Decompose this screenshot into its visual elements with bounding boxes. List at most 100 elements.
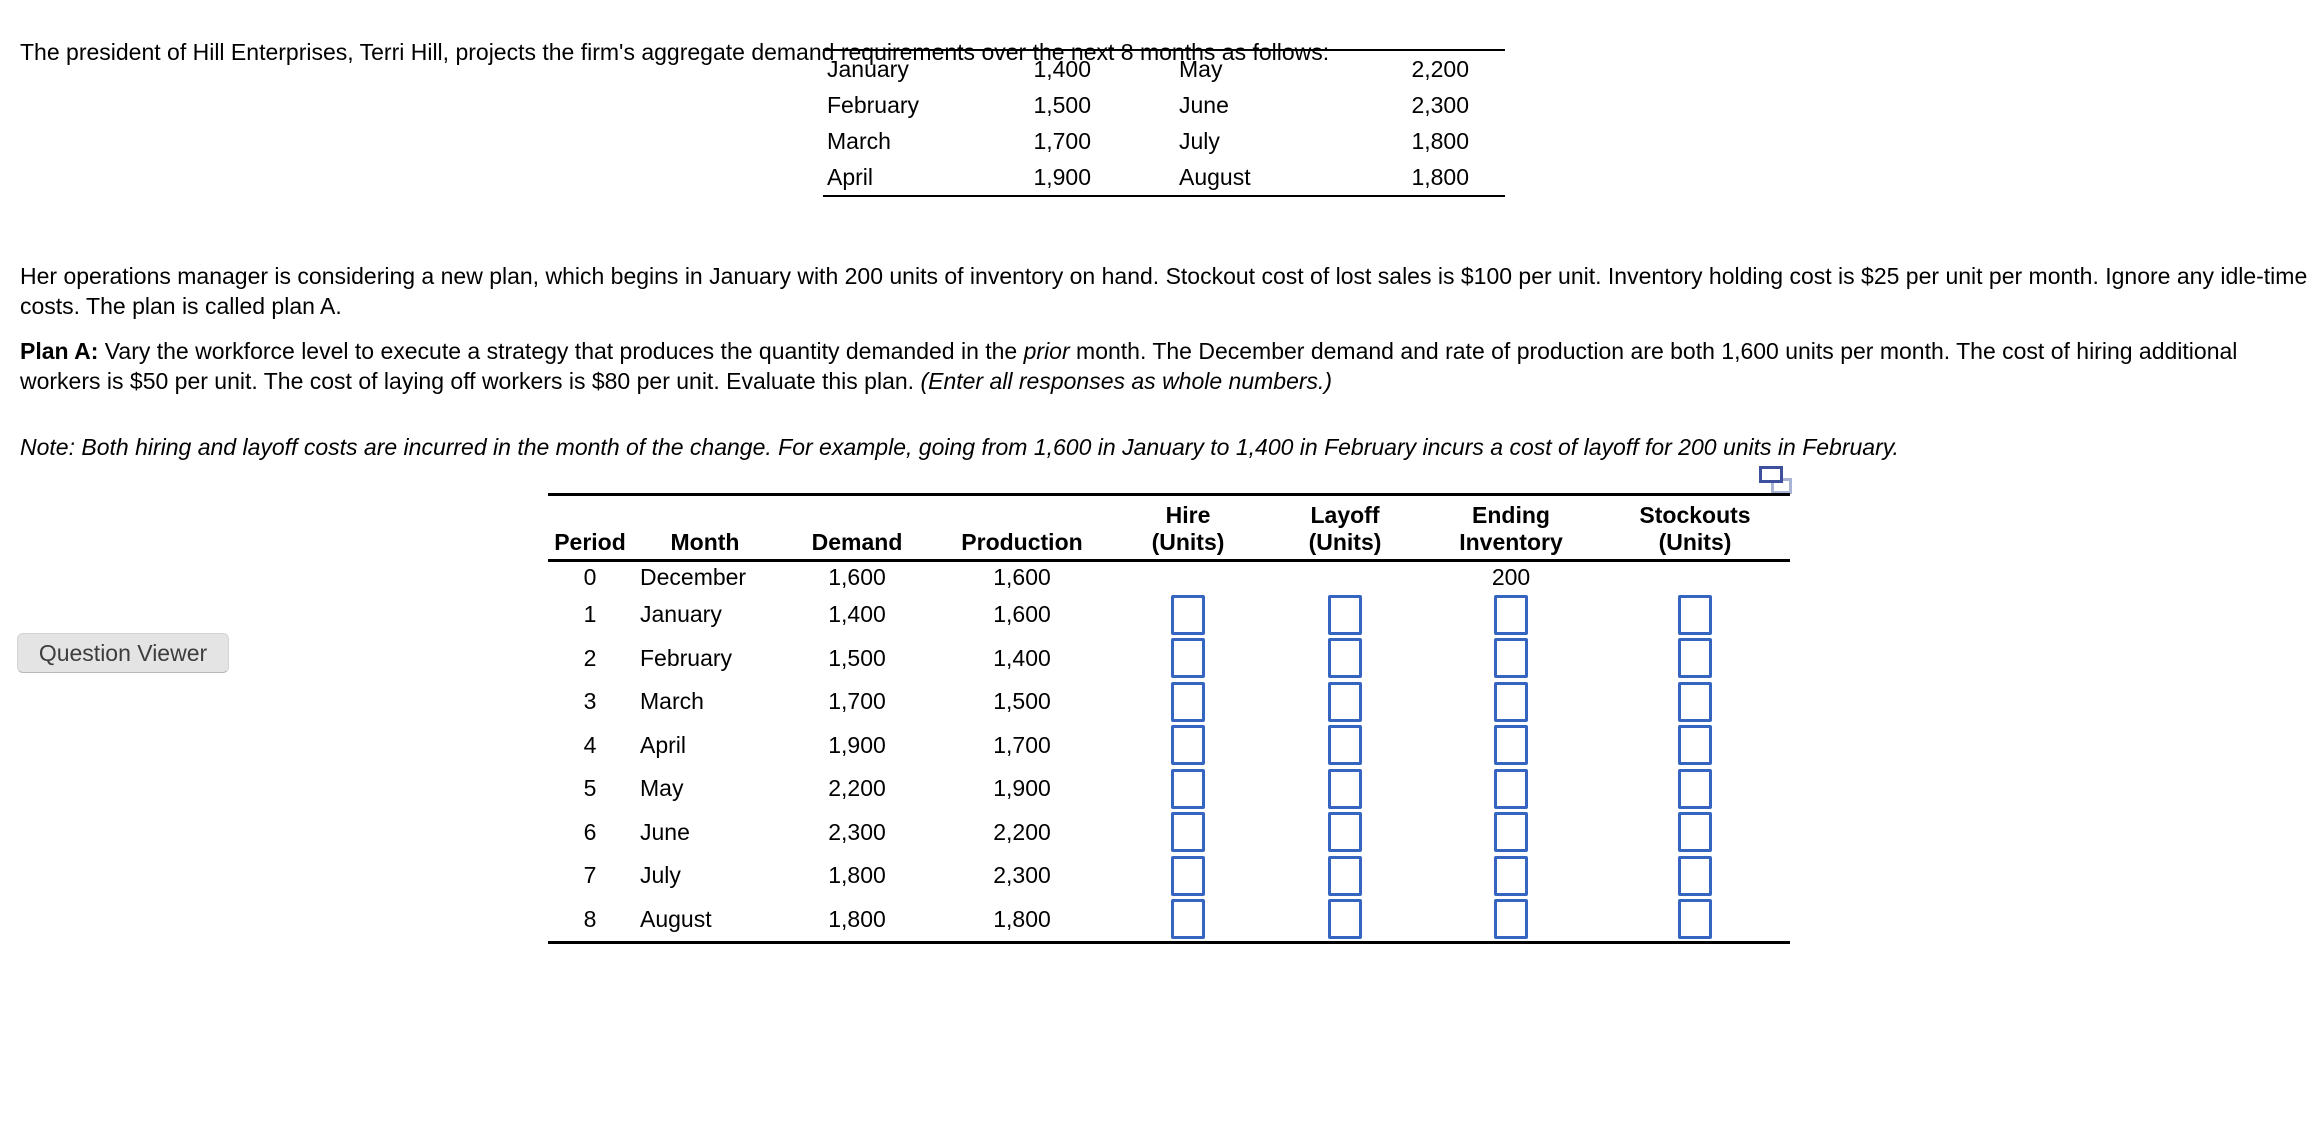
production-cell: 2,200 bbox=[993, 818, 1051, 845]
layoff-cell bbox=[1268, 681, 1422, 722]
production-cell: 1,700 bbox=[993, 731, 1051, 758]
demand-cell: 1,900 bbox=[828, 731, 886, 758]
ending-inventory-cell bbox=[1422, 638, 1600, 679]
plan-description-paragraph: Her operations manager is considering a … bbox=[20, 263, 2308, 319]
col-header-period: Period bbox=[548, 496, 632, 559]
month-cell: April bbox=[640, 731, 687, 758]
ending-inventory-input[interactable] bbox=[1494, 812, 1528, 853]
stockouts-cell bbox=[1600, 812, 1790, 853]
demand-month: April bbox=[827, 164, 874, 190]
period-cell: 8 bbox=[583, 905, 597, 932]
hire-input[interactable] bbox=[1171, 855, 1205, 896]
demand-gap bbox=[1091, 159, 1179, 195]
stockouts-input[interactable] bbox=[1678, 768, 1712, 809]
hire-input[interactable] bbox=[1171, 768, 1205, 809]
stockouts-input[interactable] bbox=[1678, 681, 1712, 722]
demand-cell: 1,800 bbox=[828, 905, 886, 932]
period-cell: 0 bbox=[583, 564, 597, 590]
period-cell: 7 bbox=[583, 862, 597, 889]
layoff-input[interactable] bbox=[1328, 855, 1362, 896]
demand-cell: 1,500 bbox=[828, 644, 886, 671]
ending-inventory-input[interactable] bbox=[1494, 594, 1528, 635]
hire-input[interactable] bbox=[1171, 812, 1205, 853]
ending-inventory-input[interactable] bbox=[1494, 768, 1528, 809]
layoff-cell bbox=[1268, 638, 1422, 679]
layoff-input[interactable] bbox=[1328, 725, 1362, 766]
production-cell: 2,300 bbox=[993, 862, 1051, 889]
demand-value: 1,900 bbox=[1033, 164, 1091, 190]
open-popup-icon[interactable] bbox=[1759, 466, 1793, 495]
demand-cell: 2,200 bbox=[828, 775, 886, 802]
production-cell: 1,500 bbox=[993, 688, 1051, 715]
month-cell: August bbox=[640, 905, 712, 932]
hire-input[interactable] bbox=[1171, 594, 1205, 635]
period-cell: 2 bbox=[583, 644, 597, 671]
production-cell: 1,900 bbox=[993, 775, 1051, 802]
stockouts-input[interactable] bbox=[1678, 725, 1712, 766]
hire-input[interactable] bbox=[1171, 725, 1205, 766]
plan-a-prior-italic: prior bbox=[1023, 338, 1070, 364]
question-viewer-button[interactable]: Question Viewer bbox=[17, 633, 229, 673]
table-row: 6 June 2,300 2,200 bbox=[548, 811, 1790, 855]
hire-input[interactable] bbox=[1171, 681, 1205, 722]
table-row: 8 August 1,800 1,800 bbox=[548, 898, 1790, 942]
demand-value: 2,200 bbox=[1411, 56, 1469, 82]
ending-inventory-input[interactable] bbox=[1494, 681, 1528, 722]
ending-inventory-input[interactable] bbox=[1494, 725, 1528, 766]
layoff-cell bbox=[1268, 768, 1422, 809]
period-cell: 1 bbox=[583, 601, 597, 628]
header-label: Production bbox=[961, 529, 1083, 555]
demand-row: April 1,900 August 1,800 bbox=[823, 159, 1505, 195]
demand-value: 1,500 bbox=[1033, 92, 1091, 118]
hire-cell bbox=[1108, 812, 1268, 853]
header-label: Layoff bbox=[1310, 502, 1380, 528]
layoff-cell bbox=[1268, 725, 1422, 766]
production-cell: 1,800 bbox=[993, 905, 1051, 932]
stockouts-cell bbox=[1600, 899, 1790, 940]
plan-a-table: Period Month Demand Production Hire (Unit… bbox=[548, 493, 1790, 944]
layoff-input[interactable] bbox=[1328, 594, 1362, 635]
production-cell: 1,400 bbox=[993, 644, 1051, 671]
production-cell: 1,600 bbox=[993, 564, 1051, 590]
stockouts-input[interactable] bbox=[1678, 594, 1712, 635]
demand-cell: 1,600 bbox=[828, 564, 886, 590]
hire-input[interactable] bbox=[1171, 899, 1205, 940]
demand-value: 1,700 bbox=[1033, 128, 1091, 154]
note-paragraph: Note: Both hiring and layoff costs are i… bbox=[20, 434, 1899, 460]
header-label: Month bbox=[670, 529, 740, 555]
layoff-input[interactable] bbox=[1328, 899, 1362, 940]
table-row: 7 July 1,800 2,300 bbox=[548, 854, 1790, 898]
ending-inventory-cell bbox=[1422, 594, 1600, 635]
hire-input[interactable] bbox=[1171, 638, 1205, 679]
layoff-cell bbox=[1268, 899, 1422, 940]
demand-cell: 1,400 bbox=[828, 601, 886, 628]
demand-requirements-table: January 1,400 May 2,200 February 1,500 J… bbox=[823, 49, 1505, 197]
demand-gap bbox=[1091, 51, 1179, 87]
layoff-input[interactable] bbox=[1328, 812, 1362, 853]
demand-month: June bbox=[1179, 92, 1229, 118]
demand-value: 1,800 bbox=[1411, 164, 1469, 190]
demand-gap bbox=[1091, 123, 1179, 159]
ending-inventory-input[interactable] bbox=[1494, 899, 1528, 940]
col-header-layoff: Layoff (Units) bbox=[1268, 496, 1422, 559]
demand-gap bbox=[1091, 87, 1179, 123]
ending-inventory-input[interactable] bbox=[1494, 855, 1528, 896]
layoff-input[interactable] bbox=[1328, 681, 1362, 722]
demand-value: 1,400 bbox=[1033, 56, 1091, 82]
layoff-cell bbox=[1268, 855, 1422, 896]
stockouts-cell bbox=[1600, 681, 1790, 722]
layoff-input[interactable] bbox=[1328, 638, 1362, 679]
stockouts-input[interactable] bbox=[1678, 899, 1712, 940]
ending-inventory-cell bbox=[1422, 899, 1600, 940]
period-cell: 3 bbox=[583, 688, 597, 715]
stockouts-input[interactable] bbox=[1678, 855, 1712, 896]
header-label: Demand bbox=[811, 529, 903, 555]
layoff-input[interactable] bbox=[1328, 768, 1362, 809]
stockouts-input[interactable] bbox=[1678, 812, 1712, 853]
period-cell: 4 bbox=[583, 731, 597, 758]
layoff-cell bbox=[1268, 812, 1422, 853]
ending-inventory-input[interactable] bbox=[1494, 638, 1528, 679]
stockouts-input[interactable] bbox=[1678, 638, 1712, 679]
col-header-demand: Demand bbox=[778, 496, 936, 559]
hire-cell bbox=[1108, 594, 1268, 635]
